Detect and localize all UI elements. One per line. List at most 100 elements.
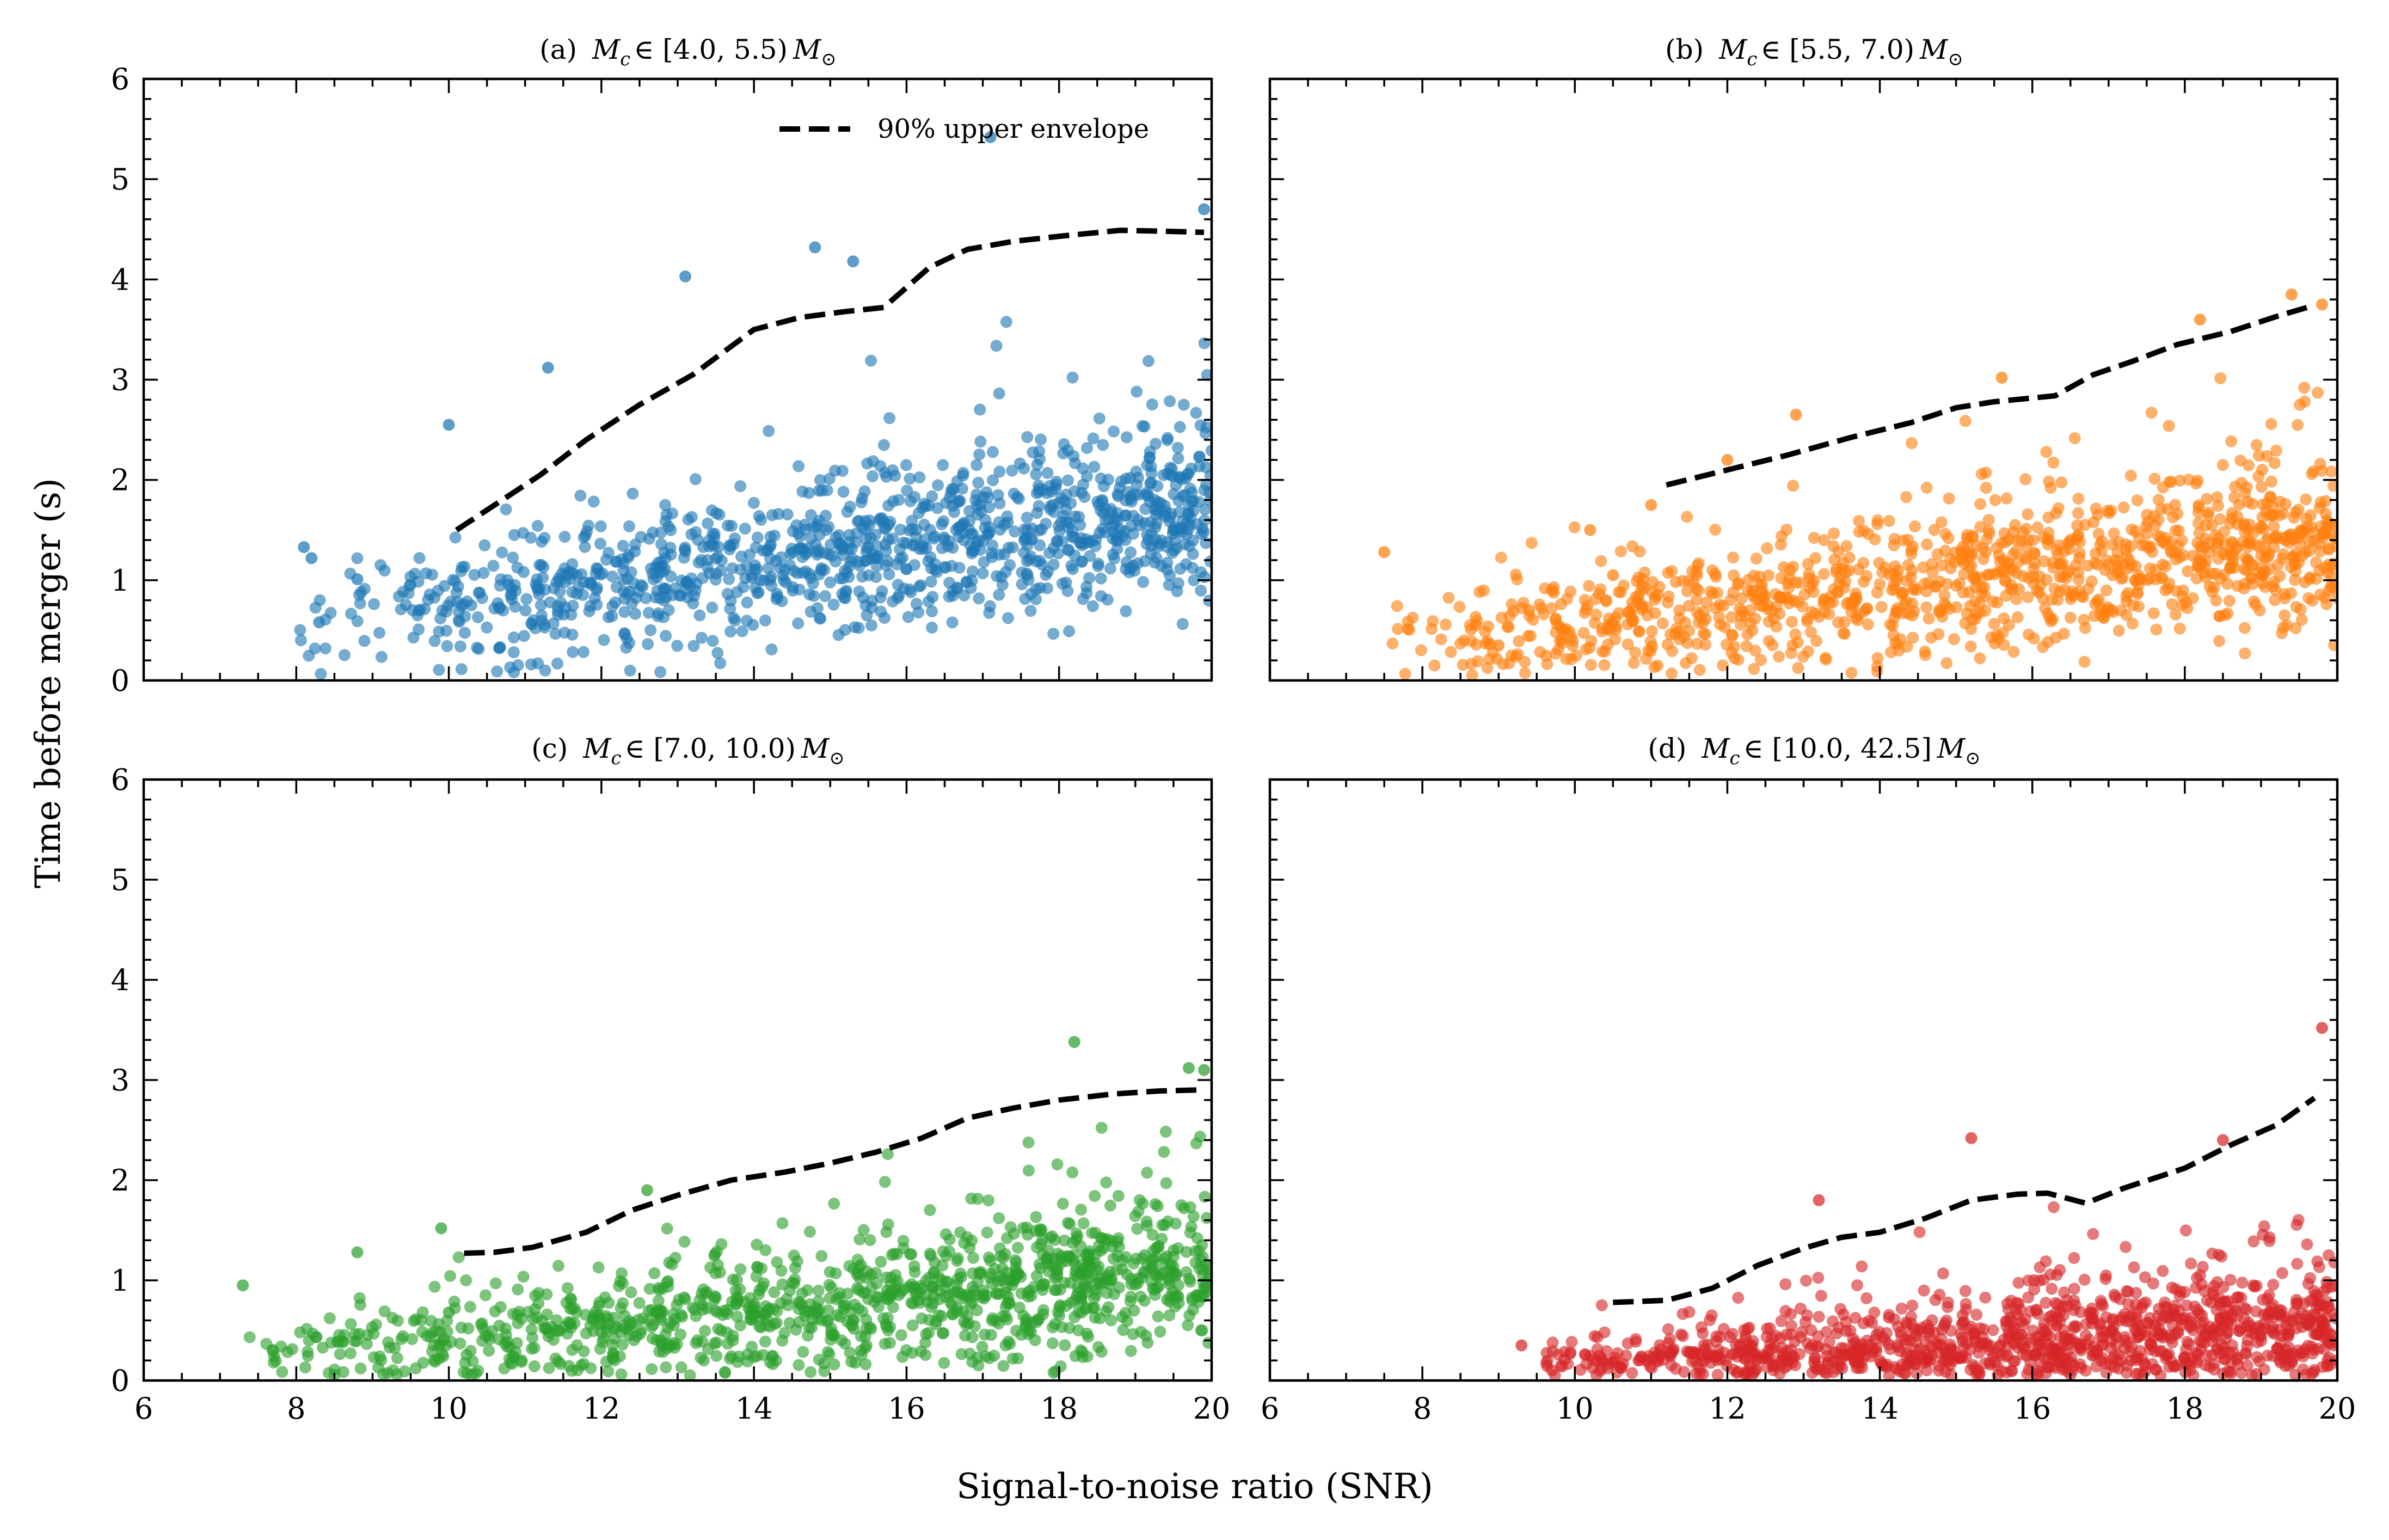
scatter-point: [1089, 540, 1102, 553]
scatter-point: [319, 642, 331, 655]
scatter-point: [1971, 539, 1983, 552]
scatter-point: [1068, 1311, 1080, 1323]
scatter-point: [761, 1304, 774, 1317]
y-tick-label: 4: [111, 963, 130, 997]
scatter-point: [812, 1285, 825, 1297]
scatter-point: [2011, 611, 2024, 623]
scatter-point: [875, 1255, 887, 1268]
scatter-point: [1845, 667, 1858, 679]
scatter-point: [1680, 657, 1692, 670]
scatter-point: [2262, 1311, 2275, 1323]
scatter-point: [773, 562, 786, 574]
scatter-point: [1788, 1351, 1800, 1364]
scatter-point: [993, 1212, 1005, 1224]
scatter-point: [1144, 445, 1156, 458]
scatter-point: [517, 1271, 530, 1283]
scatter-point: [2194, 314, 2206, 326]
scatter-point: [771, 1305, 783, 1317]
scatter-point: [2300, 1368, 2312, 1381]
scatter-point: [703, 540, 715, 553]
scatter-point: [2222, 1295, 2234, 1308]
scatter-point: [496, 546, 508, 559]
scatter-point: [654, 592, 666, 604]
scatter-point: [839, 1337, 851, 1350]
scatter-point: [1513, 635, 1525, 647]
scatter-point: [500, 503, 512, 516]
scatter-point: [563, 1360, 575, 1372]
scatter-point: [1162, 1215, 1174, 1228]
scatter-point: [1191, 1232, 1203, 1244]
scatter-point: [1879, 562, 1891, 574]
scatter-point: [391, 1315, 404, 1327]
scatter-point: [652, 610, 664, 622]
scatter-point: [591, 562, 603, 574]
scatter-point: [1565, 1336, 1578, 1348]
scatter-point: [521, 1306, 534, 1318]
scatter-point: [879, 1176, 891, 1188]
scatter-point: [809, 241, 821, 254]
scatter-point: [625, 1286, 637, 1298]
scatter-point: [925, 575, 937, 588]
scatter-point: [1065, 560, 1078, 572]
scatter-point: [1794, 576, 1807, 589]
scatter-point: [598, 634, 610, 646]
scatter-point: [2157, 481, 2169, 494]
scatter-point: [690, 526, 702, 538]
scatter-point: [1066, 1166, 1079, 1179]
scatter-point: [2294, 603, 2307, 616]
scatter-point: [309, 642, 321, 655]
x-tick-label: 8: [287, 1391, 305, 1426]
scatter-point: [1107, 1253, 1120, 1265]
scatter-point: [2282, 1330, 2295, 1343]
scatter-point: [1584, 524, 1596, 536]
scatter-point: [1194, 419, 1207, 432]
scatter-point: [1808, 1352, 1821, 1365]
scatter-point: [1832, 1321, 1845, 1334]
scatter-point: [904, 583, 916, 596]
scatter-point: [1006, 541, 1019, 554]
scatter-point: [841, 506, 853, 518]
scatter-point: [616, 1320, 629, 1332]
scatter-point: [793, 1316, 806, 1328]
scatter-point: [904, 473, 916, 485]
scatter-point: [564, 1292, 577, 1305]
scatter-point: [859, 523, 871, 536]
scatter-point: [828, 1198, 840, 1210]
scatter-point: [924, 1204, 936, 1216]
scatter-point: [1719, 1354, 1732, 1366]
scatter-point: [2236, 1367, 2247, 1379]
scatter-point: [1801, 615, 1813, 628]
scatter-point: [1964, 640, 1977, 653]
scatter-point: [961, 1310, 974, 1322]
scatter-point: [443, 419, 455, 431]
scatter-point: [641, 1184, 653, 1197]
scatter-point: [1149, 1289, 1161, 1301]
scatter-point: [1765, 1353, 1777, 1365]
scatter-point: [478, 539, 491, 551]
scatter-point: [1662, 590, 1675, 603]
scatter-point: [507, 551, 519, 564]
scatter-point: [739, 523, 751, 535]
scatter-point: [610, 581, 623, 593]
scatter-point: [1969, 613, 1982, 625]
scatter-point: [1871, 514, 1884, 526]
scatter-point: [666, 507, 678, 520]
scatter-point: [1651, 659, 1664, 672]
scatter-point: [2050, 1320, 2063, 1333]
scatter-point: [635, 531, 647, 543]
scatter-point: [567, 599, 579, 612]
scatter-point: [1828, 554, 1840, 566]
scatter-point: [1402, 623, 1414, 635]
scatter-point: [529, 622, 542, 635]
scatter-point: [1838, 581, 1851, 594]
scatter-point: [867, 470, 879, 482]
scatter-point: [2201, 493, 2213, 505]
scatter-point: [1198, 484, 1211, 496]
scatter-point: [974, 403, 986, 416]
scatter-point: [323, 1312, 336, 1324]
scatter-point: [1030, 593, 1042, 605]
scatter-point: [853, 514, 865, 527]
scatter-point: [2112, 624, 2125, 637]
scatter-point: [926, 1281, 939, 1294]
scatter-point: [1082, 1330, 1095, 1343]
